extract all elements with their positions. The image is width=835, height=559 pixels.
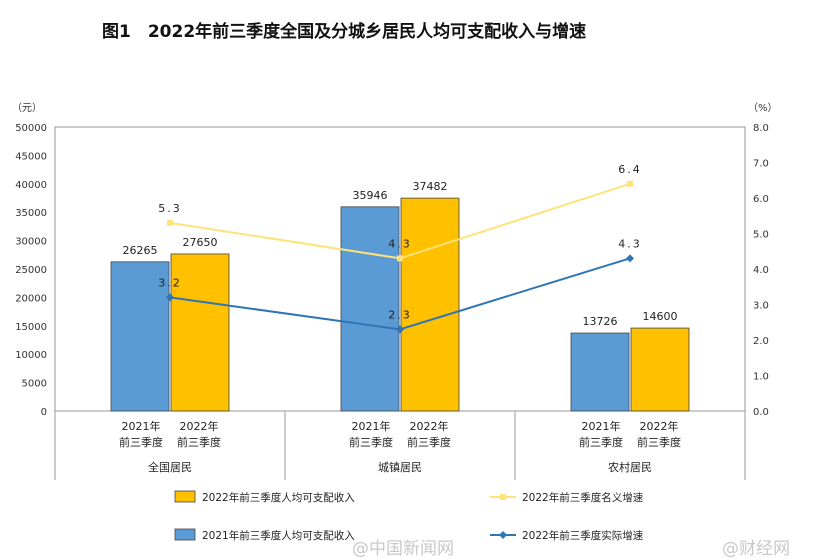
y2-tick-label: 2.0: [753, 336, 769, 347]
real-growth-label: 3.2: [158, 276, 182, 289]
subcategory-year: 2021年: [122, 419, 161, 433]
y2-tick-label: 6.0: [753, 194, 769, 205]
category-label: 城镇居民: [378, 460, 422, 474]
y-tick-label: 40000: [15, 180, 47, 191]
y-tick-label: 10000: [15, 350, 47, 361]
y2-tick-label: 5.0: [753, 230, 769, 241]
y2-tick-label: 4.0: [753, 265, 769, 276]
nominal-growth-marker: [397, 255, 403, 262]
y-tick-label: 5000: [22, 379, 47, 390]
nominal-growth-label: 4.3: [388, 237, 412, 250]
subcategory-period: 前三季度: [407, 435, 451, 449]
y2-tick-label: 3.0: [753, 301, 769, 312]
real-growth-marker: [166, 293, 174, 302]
bar-value-label: 26265: [123, 244, 158, 257]
bar-2022: [170, 253, 230, 412]
watermark-chinanews: @中国新闻网: [352, 539, 454, 559]
bar-2021: [340, 206, 400, 412]
y-tick-label: 50000: [15, 123, 47, 134]
real-growth-label: 4.3: [618, 237, 642, 250]
y-tick-label: 35000: [15, 208, 47, 219]
y2-axis-unit: （%）: [748, 102, 778, 114]
subcategory-period: 前三季度: [637, 435, 681, 449]
y-tick-label: 15000: [15, 322, 47, 333]
subcategory-period: 前三季度: [349, 435, 393, 449]
y2-tick-label: 8.0: [753, 123, 769, 134]
bar-2021: [570, 332, 630, 412]
legend: 2022年前三季度人均可支配收入 2022年前三季度名义增速 2021年前三季度人均…: [174, 490, 644, 542]
nominal-growth-marker: [627, 180, 633, 187]
plot-frame: [54, 126, 746, 412]
legend-swatch: [174, 490, 196, 503]
y-tick-label: 0: [41, 407, 47, 418]
real-growth-label: 2.3: [388, 308, 412, 321]
real-growth-marker: [396, 325, 404, 334]
bar-value-label: 35946: [353, 189, 388, 202]
y2-tick-label: 0.0: [753, 407, 769, 418]
legend-label: 2022年前三季度人均可支配收入: [202, 491, 355, 504]
lines: 5.3 4.3 6.4 3.2 2.3 4.3: [158, 163, 642, 334]
legend-label: 2022年前三季度实际增速: [522, 529, 644, 542]
subcategory-year: 2022年: [640, 419, 679, 433]
chart-title: 图1 2022年前三季度全国及分城乡居民人均可支配收入与增速: [102, 21, 586, 42]
nominal-growth-label: 6.4: [618, 163, 642, 176]
bar-2022: [400, 197, 460, 412]
bar-value-label: 14600: [643, 310, 678, 323]
category-label: 农村居民: [608, 460, 652, 474]
subcategory-period: 前三季度: [177, 435, 221, 449]
subcategory-period: 前三季度: [579, 435, 623, 449]
subcategory-year: 2022年: [180, 419, 219, 433]
y2-tick-label: 7.0: [753, 159, 769, 170]
nominal-growth-label: 5.3: [158, 202, 182, 215]
nominal-growth-marker: [167, 219, 173, 226]
category-label: 全国居民: [148, 460, 192, 474]
y-tick-label: 45000: [15, 151, 47, 162]
bar-2021: [110, 261, 170, 412]
y-axis-unit: （元）: [12, 102, 42, 114]
y-tick-label: 25000: [15, 265, 47, 276]
bar-value-label: 37482: [413, 180, 448, 193]
bar-value-label: 27650: [183, 236, 218, 249]
bar-value-label: 13726: [583, 315, 618, 328]
y2-axis-ticks: 0.0 1.0 2.0 3.0 4.0 5.0 6.0 7.0 8.0: [753, 123, 769, 418]
subcategory-year: 2021年: [352, 419, 391, 433]
real-growth-marker: [626, 254, 634, 263]
legend-swatch: [174, 528, 196, 541]
y-axis-ticks: 0 5000 10000 15000 20000 25000 30000 35000 40000…: [15, 123, 47, 418]
watermark-caijing: @财经网: [722, 539, 790, 559]
subcategory-year: 2022年: [410, 419, 449, 433]
legend-marker: [500, 494, 506, 500]
bar-2022: [630, 327, 690, 412]
y2-tick-label: 1.0: [753, 372, 769, 383]
legend-label: 2021年前三季度人均可支配收入: [202, 529, 355, 542]
legend-label: 2022年前三季度名义增速: [522, 491, 644, 504]
subcategory-period: 前三季度: [119, 435, 163, 449]
y-tick-label: 20000: [15, 293, 47, 304]
subcategory-year: 2021年: [582, 419, 621, 433]
y-tick-label: 30000: [15, 237, 47, 248]
bars: 26265 27650 35946 37482 13726 14600: [110, 180, 690, 412]
legend-marker: [499, 531, 507, 539]
